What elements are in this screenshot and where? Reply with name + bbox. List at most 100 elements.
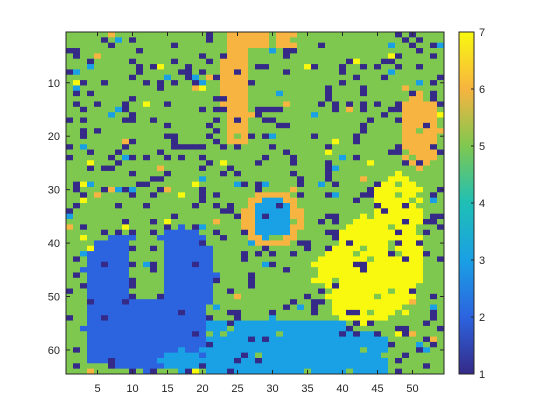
heatmap-cell — [241, 138, 249, 145]
heatmap-cell — [325, 117, 333, 124]
heatmap-cell — [129, 235, 137, 241]
heatmap-cell — [332, 240, 340, 247]
heatmap-cell — [416, 203, 424, 209]
heatmap-cell — [73, 42, 81, 49]
heatmap-cell — [367, 347, 375, 354]
heatmap-cell — [283, 331, 291, 337]
heatmap-cell — [199, 101, 207, 108]
heatmap-cell — [234, 112, 242, 118]
heatmap-cell — [360, 245, 368, 252]
heatmap-cell — [227, 261, 235, 268]
heatmap-cell — [409, 165, 417, 172]
heatmap-cell — [129, 154, 137, 161]
heatmap-cell — [290, 149, 298, 156]
heatmap-cell — [367, 203, 375, 209]
heatmap-cell — [234, 165, 242, 172]
heatmap-cell — [318, 245, 326, 252]
heatmap-cell — [199, 37, 207, 44]
heatmap-cell — [80, 176, 88, 183]
heatmap-cell — [255, 138, 263, 145]
heatmap-cell — [185, 53, 193, 60]
heatmap-cell — [402, 197, 410, 204]
heatmap-cell — [108, 106, 116, 113]
heatmap-cell — [437, 261, 445, 268]
heatmap-cell — [248, 277, 256, 284]
heatmap-cell — [318, 283, 326, 289]
heatmap-cell — [353, 363, 361, 370]
heatmap-cell — [325, 170, 333, 177]
heatmap-cell — [66, 261, 74, 268]
heatmap-cell — [367, 48, 375, 54]
heatmap-cell — [374, 58, 382, 65]
heatmap-cell — [178, 299, 186, 305]
heatmap-cell — [101, 299, 109, 305]
heatmap-cell — [374, 80, 382, 86]
x-tick-label: 25 — [231, 383, 243, 395]
heatmap-cell — [129, 245, 137, 252]
heatmap-cell — [409, 160, 417, 166]
heatmap-cell — [423, 181, 431, 188]
heatmap-cell — [129, 261, 137, 268]
heatmap-cell — [213, 53, 221, 60]
heatmap-cell — [80, 101, 88, 108]
heatmap-cell — [157, 96, 165, 102]
heatmap-cell — [353, 186, 361, 193]
heatmap-cell — [402, 112, 410, 118]
heatmap-cell — [129, 181, 137, 188]
heatmap-cell — [395, 53, 403, 60]
heatmap-cell — [241, 224, 249, 231]
heatmap-cell — [129, 53, 137, 60]
heatmap-cell — [248, 96, 256, 102]
heatmap-cell — [66, 219, 74, 225]
heatmap-cell — [227, 37, 235, 44]
heatmap-cell — [332, 69, 340, 76]
heatmap-cell — [423, 128, 431, 134]
heatmap-cell — [255, 192, 263, 199]
heatmap-cell — [262, 304, 270, 311]
heatmap-cell — [80, 90, 88, 97]
heatmap-cell — [220, 170, 228, 177]
heatmap-cell — [185, 186, 193, 193]
heatmap-cell — [381, 331, 389, 337]
heatmap-cell — [318, 53, 326, 60]
heatmap-cell — [353, 133, 361, 140]
heatmap-cell — [360, 309, 368, 316]
heatmap-cell — [409, 309, 417, 316]
heatmap-cell — [255, 48, 263, 54]
heatmap-cell — [73, 341, 81, 348]
heatmap-cell — [143, 219, 151, 225]
heatmap-cell — [255, 331, 263, 337]
heatmap-cell — [269, 277, 277, 284]
heatmap-cell — [192, 101, 200, 108]
heatmap-cell — [360, 64, 368, 70]
heatmap-cell — [206, 90, 214, 97]
heatmap-cell — [304, 288, 312, 295]
heatmap-cell — [290, 347, 298, 354]
heatmap-cell — [367, 170, 375, 177]
heatmap-cell — [94, 74, 102, 81]
heatmap-cell — [255, 267, 263, 273]
heatmap-cell — [290, 32, 298, 38]
heatmap-cell — [73, 251, 81, 257]
heatmap-cell — [220, 181, 228, 188]
heatmap-cell — [297, 368, 305, 375]
heatmap-cell — [108, 37, 116, 44]
heatmap-cell — [241, 42, 249, 49]
heatmap-cell — [346, 288, 354, 295]
heatmap-cell — [269, 224, 277, 231]
heatmap-cell — [80, 251, 88, 257]
heatmap-cell — [129, 293, 137, 300]
heatmap-cell — [192, 325, 200, 332]
heatmap-cell — [122, 357, 130, 364]
heatmap-cell — [388, 80, 396, 86]
heatmap-cell — [220, 336, 228, 343]
heatmap-cell — [248, 42, 256, 49]
heatmap-cell — [262, 80, 270, 86]
heatmap-cell — [199, 170, 207, 177]
heatmap-cell — [332, 192, 340, 199]
heatmap-cell — [304, 347, 312, 354]
heatmap-cell — [199, 267, 207, 273]
heatmap-cell — [206, 331, 214, 337]
heatmap-cell — [353, 219, 361, 225]
heatmap-cell — [248, 315, 256, 321]
